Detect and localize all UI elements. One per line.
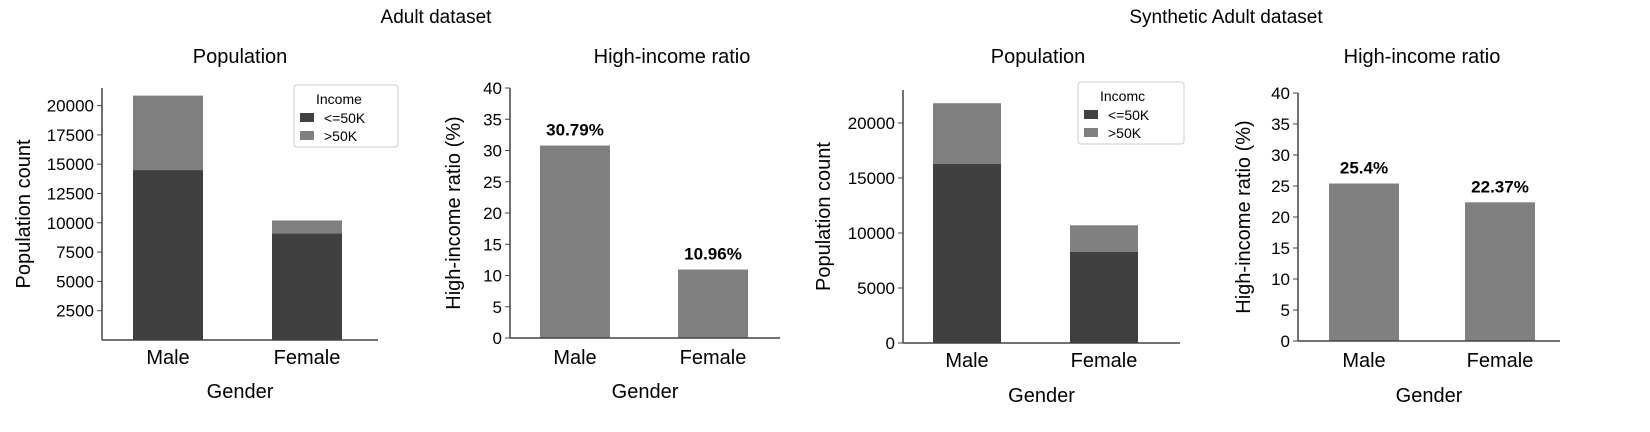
bar-male bbox=[540, 145, 610, 338]
x-tick-label-male: Male bbox=[553, 347, 596, 369]
bar-male-gt50k bbox=[133, 95, 203, 171]
y-tick-label: 10 bbox=[483, 267, 502, 286]
chart-title: Population bbox=[991, 46, 1086, 68]
y-tick-label: 2500 bbox=[56, 302, 94, 321]
y-tick-label: 0 bbox=[886, 334, 895, 353]
chart-panel-4: High-income ratio 25.4% Male 22.37% Female 0 5… bbox=[1233, 46, 1560, 407]
bar-male-gt50k bbox=[933, 103, 1001, 164]
chart-panel-1: Population Male Female 2500 5000 7500 10000 125… bbox=[13, 46, 399, 403]
x-tick-label-female: Female bbox=[1071, 350, 1138, 372]
legend: Income <=50K >50K bbox=[293, 84, 399, 148]
legend-swatch bbox=[300, 113, 314, 122]
chart-panel-2: High-income ratio 30.79% Male 10.96% Female 0… bbox=[443, 46, 780, 403]
y-axis-label: Population count bbox=[813, 142, 835, 291]
legend-box bbox=[1077, 81, 1185, 145]
x-tick-label-male: Male bbox=[1342, 350, 1385, 372]
chart-title: Population bbox=[193, 46, 288, 68]
y-tick-label: 5000 bbox=[857, 279, 895, 298]
data-label-male: 30.79% bbox=[546, 121, 604, 140]
bar-male-le50k bbox=[133, 170, 203, 340]
legend-box bbox=[293, 84, 399, 148]
legend-swatch bbox=[300, 131, 314, 140]
y-tick-label: 5 bbox=[493, 298, 502, 317]
y-tick-label: 35 bbox=[1271, 115, 1290, 134]
legend-label: <=50K bbox=[324, 110, 366, 126]
y-tick-label: 0 bbox=[1281, 332, 1290, 351]
y-tick-label: 12500 bbox=[47, 184, 94, 203]
legend-swatch bbox=[1084, 110, 1098, 119]
y-tick-label: 15 bbox=[483, 235, 502, 254]
y-tick-label: 40 bbox=[1271, 84, 1290, 103]
bar-female bbox=[1465, 202, 1535, 341]
legend-title: Incomc bbox=[1100, 88, 1145, 104]
y-tick-label: 30 bbox=[1271, 146, 1290, 165]
legend-label: >50K bbox=[1108, 125, 1142, 141]
x-axis-label: Gender bbox=[1396, 385, 1463, 407]
x-axis-label: Gender bbox=[1008, 385, 1075, 407]
y-tick-label: 0 bbox=[493, 329, 502, 348]
bar-female-gt50k bbox=[272, 220, 342, 234]
chart-title: High-income ratio bbox=[1344, 46, 1501, 68]
data-label-female: 10.96% bbox=[684, 245, 742, 264]
y-tick-label: 10000 bbox=[848, 224, 895, 243]
x-tick-label-female: Female bbox=[274, 347, 341, 369]
y-tick-label: 15000 bbox=[848, 169, 895, 188]
group-title-synthetic: Synthetic Adult dataset bbox=[1129, 7, 1323, 28]
y-axis-label: High-income ratio (%) bbox=[1233, 120, 1255, 313]
x-tick-label-female: Female bbox=[680, 347, 747, 369]
y-tick-label: 20 bbox=[1271, 208, 1290, 227]
bar-female bbox=[678, 269, 748, 338]
y-tick-label: 20000 bbox=[848, 114, 895, 133]
y-tick-label: 10000 bbox=[47, 214, 94, 233]
group-title-adult: Adult dataset bbox=[381, 7, 493, 28]
x-axis-label: Gender bbox=[207, 381, 274, 403]
y-tick-label: 5 bbox=[1281, 301, 1290, 320]
y-tick-label: 35 bbox=[483, 110, 502, 129]
bar-female-le50k bbox=[272, 233, 342, 340]
bar-male bbox=[1329, 183, 1399, 341]
bar-male-le50k bbox=[933, 163, 1001, 343]
y-axis-label: Population count bbox=[13, 139, 35, 288]
y-tick-label: 17500 bbox=[47, 126, 94, 145]
y-tick-label: 30 bbox=[483, 142, 502, 161]
y-tick-label: 25 bbox=[483, 173, 502, 192]
y-tick-label: 15 bbox=[1271, 239, 1290, 258]
y-axis-label: High-income ratio (%) bbox=[443, 116, 465, 309]
legend: Incomc <=50K >50K bbox=[1077, 81, 1185, 145]
y-tick-label: 20000 bbox=[47, 97, 94, 116]
y-tick-label: 7500 bbox=[56, 243, 94, 262]
data-label-female: 22.37% bbox=[1471, 177, 1529, 196]
y-tick-label: 15000 bbox=[47, 155, 94, 174]
x-tick-label-male: Male bbox=[146, 347, 189, 369]
chart-title: High-income ratio bbox=[594, 46, 751, 68]
x-axis-label: Gender bbox=[612, 381, 679, 403]
data-label-male: 25.4% bbox=[1340, 159, 1388, 178]
x-tick-label-female: Female bbox=[1467, 350, 1534, 372]
y-tick-label: 10 bbox=[1271, 270, 1290, 289]
bar-female-gt50k bbox=[1070, 225, 1138, 252]
bar-female-le50k bbox=[1070, 251, 1138, 343]
y-tick-label: 25 bbox=[1271, 177, 1290, 196]
chart-panel-3: Population Male Female 0 5000 10000 15000 20000… bbox=[813, 46, 1185, 407]
y-tick-label: 20 bbox=[483, 204, 502, 223]
legend-swatch bbox=[1084, 128, 1098, 137]
y-tick-label: 5000 bbox=[56, 272, 94, 291]
legend-title: Income bbox=[316, 91, 362, 107]
x-tick-label-male: Male bbox=[945, 350, 988, 372]
y-tick-label: 40 bbox=[483, 79, 502, 98]
legend-label: >50K bbox=[324, 128, 358, 144]
legend-label: <=50K bbox=[1108, 107, 1150, 123]
